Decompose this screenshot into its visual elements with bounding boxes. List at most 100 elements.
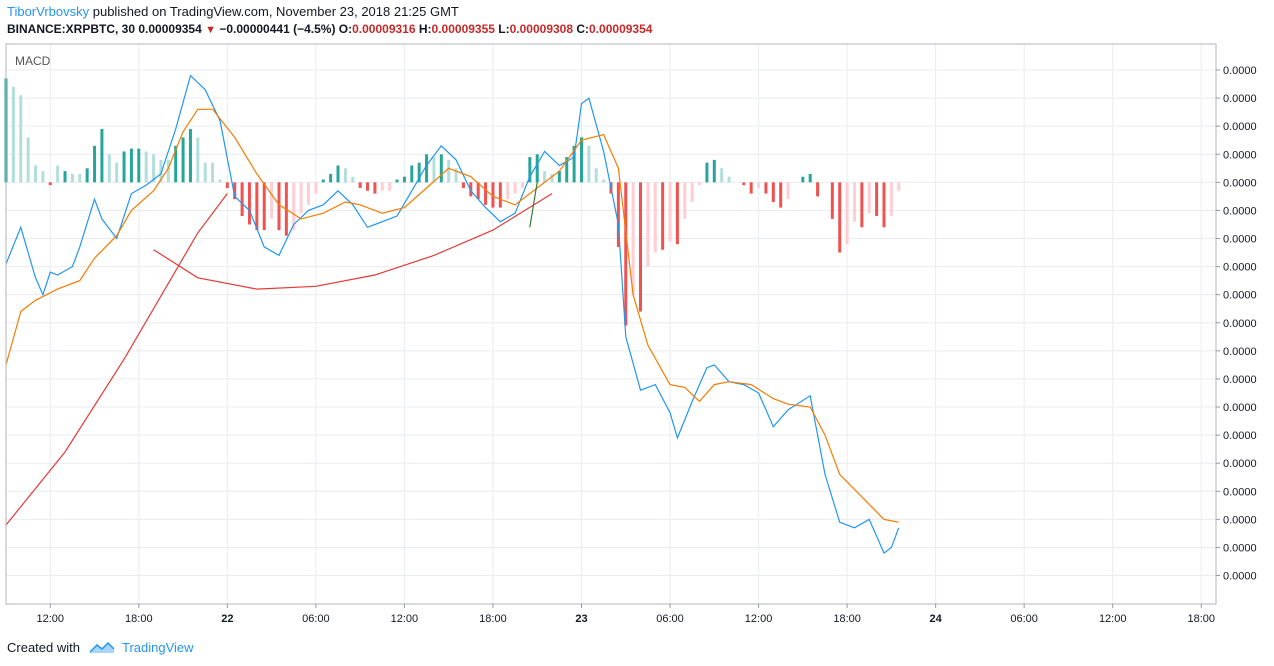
histogram-bar [698,182,702,186]
x-tick-label: 18:00 [479,613,507,625]
histogram-bar [461,182,465,188]
histogram-bar [336,165,340,183]
histogram-bar [816,182,820,197]
histogram-bar [85,168,89,183]
histogram-bar [520,182,524,188]
y-tick-label: 0.0000 [1223,121,1257,133]
histogram-bar [550,173,554,183]
histogram-bar [469,182,473,197]
histogram-bar [661,182,665,250]
y-tick-label: 0.0000 [1223,65,1257,77]
y-tick-label: 0.0000 [1223,93,1257,105]
histogram-bar [771,182,775,202]
histogram-bar [845,182,849,245]
low-value: 0.00009308 [509,22,574,36]
x-tick-label: 12:00 [745,613,773,625]
histogram-bar [889,182,893,217]
histogram-bar [764,182,768,194]
histogram-bar [557,171,561,183]
histogram-bar [808,173,812,183]
published-text: published on TradingView.com, November 2… [89,4,459,19]
x-tick-label: 23 [575,613,587,625]
histogram-bar [159,159,163,183]
histogram-bar [255,182,259,231]
indicator-label: MACD [15,54,51,68]
histogram-bar [240,182,244,217]
histogram-bar [742,182,746,186]
histogram-bar [115,162,119,183]
y-tick-label: 0.0000 [1223,514,1257,526]
histogram-bar [705,162,709,183]
histogram-bar [587,145,591,183]
histogram-bar [572,145,576,183]
histogram-bar [366,182,370,191]
x-tick-label: 18:00 [833,613,861,625]
histogram-bar [579,137,583,183]
histogram-bar [749,182,753,194]
histogram-bar [528,157,532,183]
x-tick-label: 12:00 [1099,613,1127,625]
tradingview-link[interactable]: TradingView [121,640,194,655]
histogram-bar [830,182,834,219]
histogram-bar [78,173,82,183]
x-tick-label: 06:00 [302,613,330,625]
histogram-bar [188,128,192,183]
x-tick-label: 12:00 [37,613,65,625]
y-tick-label: 0.0000 [1223,402,1257,414]
histogram-bar [299,182,303,214]
close-label: C: [576,22,590,36]
histogram-bar [594,168,598,183]
drawings [5,182,553,526]
histogram-bar [373,182,377,194]
histogram-bar [624,182,628,326]
histogram-bar [107,154,111,183]
symbol-info: BINANCE:XRPBTC, 30 0.00009354 ▼ −0.00000… [7,22,652,36]
histogram-bar [203,162,207,183]
author-link[interactable]: TiborVrbovsky [7,4,90,19]
histogram-bar [358,182,362,188]
x-tick-label: 12:00 [391,613,419,625]
footer: Created with TradingView [7,640,194,655]
created-with: Created with [7,640,80,655]
histogram-bar [225,182,229,188]
histogram-bar [565,157,569,183]
histogram-bar [262,182,266,231]
histogram-bar [329,173,333,183]
x-axis: 12:00 18:00 22 06:00 12:00 18:00 23 06:00 12:00 1… [37,604,1215,625]
y-tick-label: 0.0000 [1223,486,1257,498]
y-tick-label: 0.0000 [1223,149,1257,161]
x-tick-label: 06:00 [656,613,684,625]
histogram-bar [535,154,539,183]
y-tick-label: 0.0000 [1223,290,1257,302]
y-tick-label: 0.0000 [1223,205,1257,217]
x-tick-label: 06:00 [1010,613,1038,625]
histogram-bar [307,182,310,205]
y-tick-label: 0.0000 [1223,571,1257,583]
y-axis: 0.0000 0.0000 0.0000 0.0000 0.0000 0.0000 0.00… [1216,65,1257,583]
histogram-bar [277,182,281,231]
drawing-curve [5,193,228,526]
macd-line [5,74,900,555]
histogram-bar [432,157,436,183]
y-tick-label: 0.0000 [1223,318,1257,330]
histogram-bar [196,137,200,183]
y-tick-label: 0.0000 [1223,346,1257,358]
histogram-bar [395,179,399,183]
signal-line [5,108,899,523]
y-tick-label: 0.0000 [1223,430,1257,442]
histogram-bar [26,137,30,183]
histogram-bar [646,182,650,267]
x-tick-label: 24 [930,613,943,625]
histogram-bar [639,182,643,312]
histogram-bar [48,182,52,186]
histogram-bar [484,182,488,205]
histogram-bar [875,182,879,217]
histogram-bar [447,159,451,183]
histogram-bar [314,182,318,194]
y-tick-label: 0.0000 [1223,374,1257,386]
histogram-bar [70,173,74,183]
histogram-bar [410,165,414,183]
drawing-arc [153,193,553,290]
histogram-bar [712,159,716,183]
